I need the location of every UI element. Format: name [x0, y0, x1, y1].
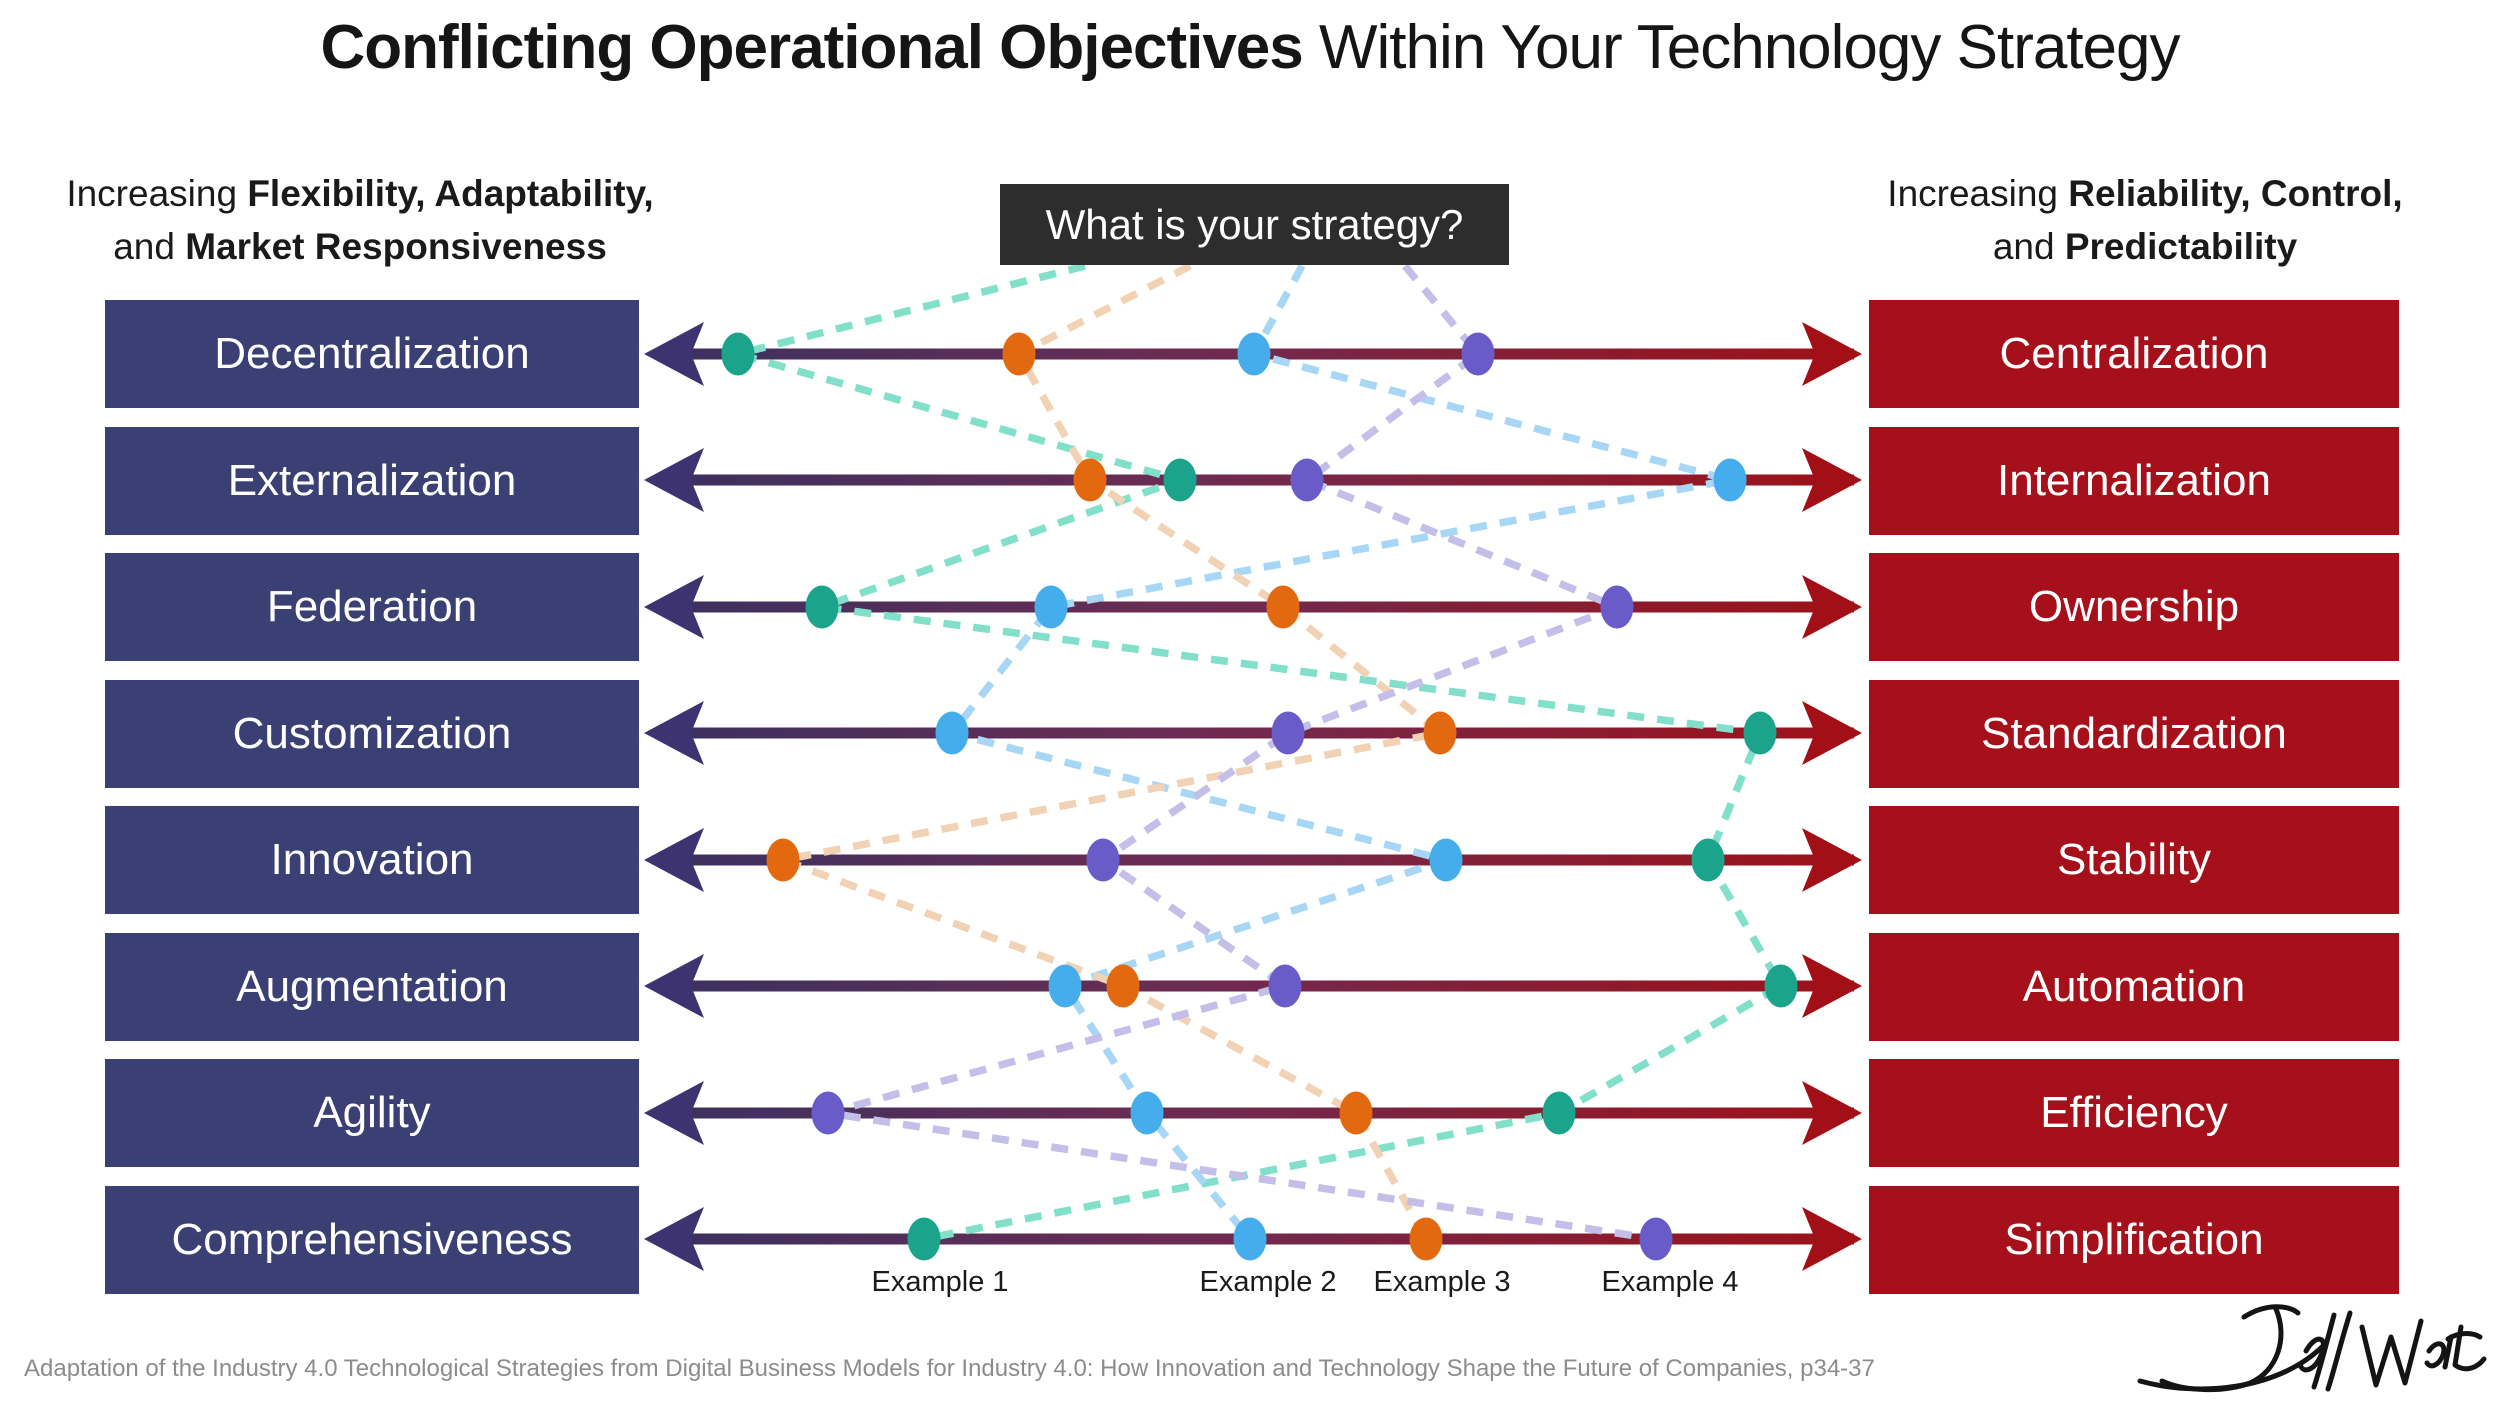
right-objective-simplification: Simplification: [1869, 1186, 2399, 1294]
right-objective-stability: Stability: [1869, 806, 2399, 914]
left-axis-header: Increasing Flexibility, Adaptability, an…: [15, 168, 705, 273]
example-2-dot-row-5: [1429, 838, 1463, 882]
right-arrowhead: [1802, 828, 1862, 892]
axis-line: [661, 980, 1854, 992]
example-2-dot-row-2: [1713, 458, 1747, 502]
example-3-dot-row-6: [1106, 964, 1140, 1008]
example-2-label: Example 2: [1199, 1266, 1337, 1298]
example-3-dot-row-5: [766, 838, 800, 882]
example-1-dot-row-3: [805, 585, 839, 629]
left-objective-augmentation: Augmentation: [105, 933, 639, 1041]
example-2-dot-row-4: [935, 711, 969, 755]
example-3-dot-row-4: [1423, 711, 1457, 755]
left-header-bold-2: Market Responsiveness: [185, 225, 607, 267]
strategy-question-label: What is your strategy?: [1045, 200, 1464, 248]
example-2-dot-row-7: [1130, 1091, 1164, 1135]
left-objective-innovation: Innovation: [105, 806, 639, 914]
right-header-regular-1: Increasing: [1887, 173, 2069, 214]
right-header-regular-2: and: [1992, 225, 2065, 267]
example-4-dot-row-6: [1268, 964, 1302, 1008]
example-2-dot-row-3: [1034, 585, 1068, 629]
left-objective-agility: Agility: [105, 1059, 639, 1167]
left-objective-externalization: Externalization: [105, 427, 639, 535]
example-4-dot-row-5: [1086, 838, 1120, 882]
example-4-dot-row-1: [1461, 332, 1495, 376]
left-objective-decentralization: Decentralization: [105, 300, 639, 408]
axis-line: [661, 854, 1854, 866]
right-objective-efficiency: Efficiency: [1869, 1059, 2399, 1167]
right-header-bold-1: Reliability, Control,: [2068, 173, 2403, 214]
left-objective-federation: Federation: [105, 553, 639, 661]
example-4-dot-row-4: [1271, 711, 1305, 755]
right-header-bold-2: Predictability: [2064, 225, 2298, 267]
example-2-dot-row-8: [1233, 1217, 1267, 1261]
axis-line: [661, 1107, 1854, 1119]
left-arrowhead: [644, 448, 704, 512]
left-header-regular-1: Increasing: [66, 173, 248, 214]
page-title-rest: Within Your Technology Strategy: [1302, 13, 2181, 82]
example-4-dot-row-2: [1290, 458, 1324, 502]
left-header-bold-1: Flexibility, Adaptability,: [247, 173, 654, 214]
axis-line: [661, 474, 1854, 486]
left-arrowhead: [644, 1207, 704, 1271]
axis-line: [661, 727, 1854, 739]
right-arrowhead: [1802, 1207, 1862, 1271]
example-2-dot-row-1: [1237, 332, 1271, 376]
left-arrowhead: [644, 575, 704, 639]
example-4-path: [826, 263, 1657, 1243]
right-arrowhead: [1802, 701, 1862, 765]
example-3-path: [769, 262, 1449, 1241]
example-1-dot-row-7: [1542, 1091, 1576, 1135]
axis-line: [661, 601, 1854, 613]
strategy-question-box: What is your strategy?: [1000, 184, 1509, 265]
page-title: Conflicting Operational Objectives Withi…: [0, 12, 2500, 83]
left-arrowhead: [644, 954, 704, 1018]
example-1-dot-row-6: [1764, 964, 1798, 1008]
example-4-dot-row-7: [811, 1091, 845, 1135]
right-arrowhead: [1802, 1081, 1862, 1145]
right-objective-standardization: Standardization: [1869, 680, 2399, 788]
example-3-dot-row-3: [1266, 585, 1300, 629]
right-arrowhead: [1802, 575, 1862, 639]
example-1-dot-row-8: [907, 1217, 941, 1261]
left-header-regular-2: and: [113, 225, 186, 267]
left-arrowhead: [644, 701, 704, 765]
example-3-dot-row-8: [1409, 1217, 1443, 1261]
left-objective-comprehensiveness: Comprehensiveness: [105, 1186, 639, 1294]
example-3-dot-row-2: [1073, 458, 1107, 502]
example-3-label: Example 3: [1373, 1266, 1511, 1298]
example-1-dot-row-5: [1691, 838, 1725, 882]
right-arrowhead: [1802, 322, 1862, 386]
example-4-dot-row-8: [1639, 1217, 1673, 1261]
example-2-dot-row-6: [1048, 964, 1082, 1008]
left-arrowhead: [644, 828, 704, 892]
left-arrowhead: [644, 1081, 704, 1145]
example-1-dot-row-4: [1743, 711, 1777, 755]
right-arrowhead: [1802, 448, 1862, 512]
example-3-dot-row-7: [1339, 1091, 1373, 1135]
right-objective-ownership: Ownership: [1869, 553, 2399, 661]
right-axis-header: Increasing Reliability, Control, and Pre…: [1810, 168, 2480, 273]
left-arrowhead: [644, 322, 704, 386]
example-3-dot-row-1: [1002, 332, 1036, 376]
right-objective-internalization: Internalization: [1869, 427, 2399, 535]
example-1-dot-row-2: [1163, 458, 1197, 502]
page-title-emphasis: Conflicting Operational Objectives: [320, 13, 1303, 82]
example-4-label: Example 4: [1601, 1266, 1739, 1298]
right-objective-centralization: Centralization: [1869, 300, 2399, 408]
signature-jeff-winter: [2137, 1304, 2487, 1392]
example-1-dot-row-1: [721, 332, 755, 376]
right-arrowhead: [1802, 954, 1862, 1018]
example-4-dot-row-3: [1600, 585, 1634, 629]
right-objective-automation: Automation: [1869, 933, 2399, 1041]
left-objective-customization: Customization: [105, 680, 639, 788]
source-footnote: Adaptation of the Industry 4.0 Technolog…: [24, 1355, 1875, 1382]
example-1-label: Example 1: [871, 1266, 1009, 1298]
